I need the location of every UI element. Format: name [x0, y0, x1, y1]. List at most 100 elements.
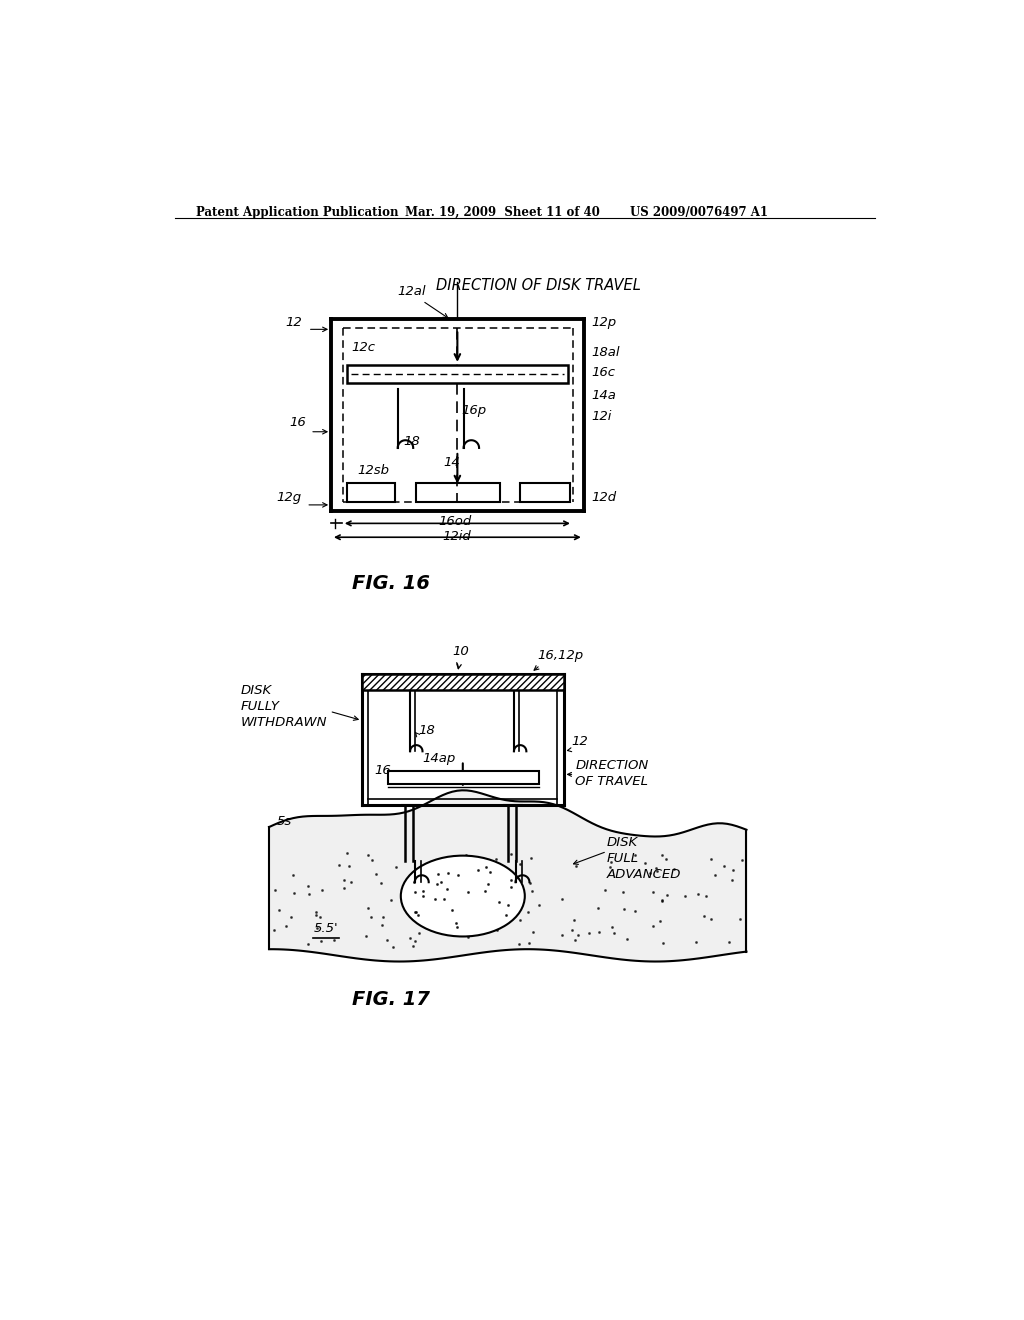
Point	[440, 863, 457, 884]
Point	[734, 850, 751, 871]
Point	[642, 862, 658, 883]
Point	[415, 886, 431, 907]
Point	[564, 920, 581, 941]
Point	[430, 863, 446, 884]
Point	[364, 907, 380, 928]
Text: US 2009/0076497 A1: US 2009/0076497 A1	[630, 206, 768, 219]
Point	[503, 870, 519, 891]
Text: 5",5av: 5",5av	[452, 887, 495, 900]
Point	[401, 928, 418, 949]
Point	[702, 849, 719, 870]
Point	[408, 902, 424, 923]
Point	[654, 845, 671, 866]
Point	[523, 847, 540, 869]
Point	[477, 857, 494, 878]
Point	[266, 879, 283, 900]
Point	[503, 876, 519, 898]
Bar	[347, 483, 394, 502]
Point	[569, 925, 586, 946]
Point	[615, 880, 632, 902]
Point	[309, 917, 326, 939]
Point	[647, 858, 664, 879]
Bar	[417, 483, 500, 502]
Point	[530, 894, 547, 915]
Point	[721, 932, 737, 953]
Text: 14ap: 14ap	[423, 752, 456, 766]
Point	[637, 853, 653, 874]
Point	[460, 882, 476, 903]
Point	[468, 898, 484, 919]
Point	[597, 879, 613, 900]
Point	[368, 863, 384, 884]
Point	[688, 931, 705, 952]
Text: 18al: 18al	[592, 346, 620, 359]
Point	[716, 855, 732, 876]
Point	[447, 913, 464, 935]
Point	[408, 880, 424, 902]
Point	[616, 899, 633, 920]
Text: 12: 12	[286, 317, 302, 329]
Text: 16,12p: 16,12p	[538, 649, 584, 661]
Point	[485, 875, 502, 896]
Text: 18: 18	[419, 725, 435, 738]
Point	[677, 886, 693, 907]
Text: 16od: 16od	[438, 515, 471, 528]
Point	[605, 923, 622, 944]
Point	[458, 845, 474, 866]
Point	[494, 904, 510, 925]
Point	[731, 908, 748, 929]
Text: 18: 18	[419, 900, 435, 913]
Point	[420, 886, 436, 907]
Text: 12c: 12c	[351, 341, 375, 354]
Point	[279, 915, 295, 936]
Point	[568, 855, 585, 876]
Point	[407, 931, 423, 952]
Point	[429, 873, 445, 894]
Text: 18: 18	[403, 434, 420, 447]
Point	[438, 878, 455, 899]
Point	[521, 873, 538, 894]
Point	[666, 859, 682, 880]
Point	[313, 879, 330, 900]
Point	[326, 929, 342, 950]
Text: 16p: 16p	[461, 404, 486, 417]
Point	[512, 853, 528, 874]
Point	[649, 861, 666, 882]
Point	[511, 933, 527, 954]
Text: 16c: 16c	[592, 366, 615, 379]
Point	[401, 906, 418, 927]
Point	[708, 865, 724, 886]
Point	[468, 908, 484, 929]
Point	[406, 873, 422, 894]
Point	[342, 871, 358, 892]
Text: 12p: 12p	[592, 317, 616, 329]
Point	[449, 916, 465, 937]
Point	[488, 920, 505, 941]
Point	[441, 900, 458, 921]
Point	[410, 904, 426, 925]
Point	[336, 878, 352, 899]
Point	[375, 906, 391, 927]
Point	[432, 871, 449, 892]
Point	[591, 921, 607, 942]
Point	[359, 898, 376, 919]
Text: 14a: 14a	[592, 388, 616, 401]
Text: Patent Application Publication: Patent Application Publication	[197, 206, 398, 219]
Point	[696, 906, 713, 927]
Point	[498, 904, 514, 925]
Point	[725, 859, 741, 880]
Point	[411, 923, 427, 944]
Point	[511, 909, 527, 931]
Point	[339, 842, 355, 863]
Point	[384, 936, 400, 957]
Point	[426, 888, 442, 909]
Point	[697, 886, 714, 907]
Point	[503, 843, 519, 865]
Text: DIRECTION
OF TRAVEL: DIRECTION OF TRAVEL	[575, 759, 648, 788]
Text: FIG. 16: FIG. 16	[352, 574, 430, 593]
Point	[654, 890, 671, 911]
Point	[332, 854, 348, 875]
Point	[627, 900, 643, 921]
Text: 16: 16	[290, 416, 306, 429]
Point	[618, 928, 635, 949]
